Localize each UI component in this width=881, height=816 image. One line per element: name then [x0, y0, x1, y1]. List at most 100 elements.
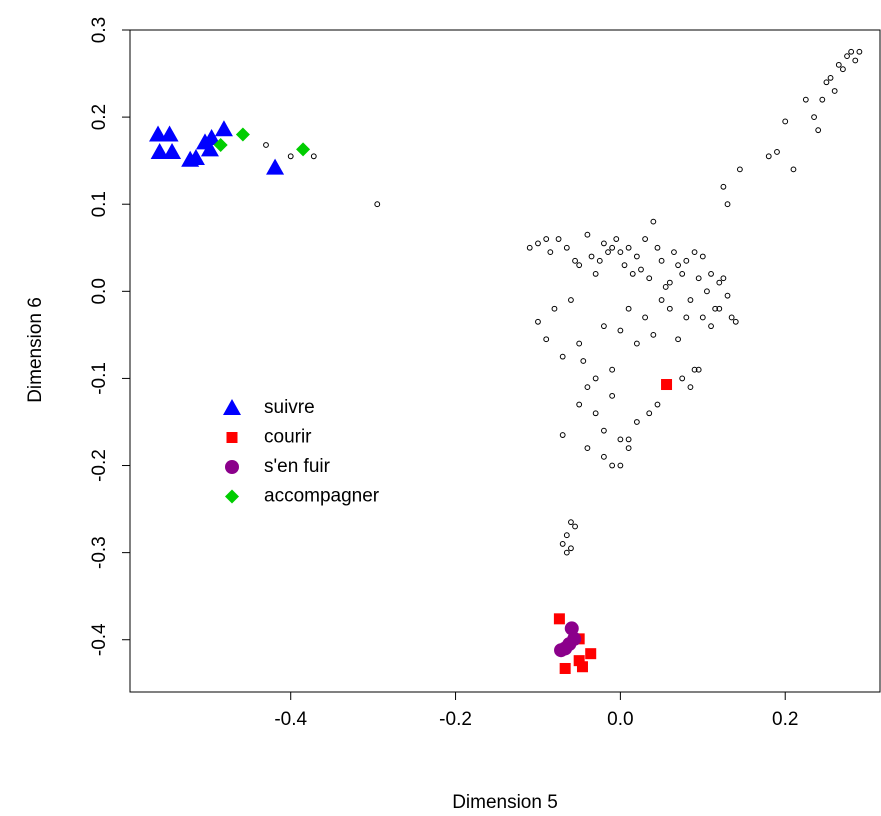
point — [543, 336, 550, 343]
point — [642, 314, 649, 321]
point — [650, 331, 657, 338]
legend-label: accompagner — [264, 486, 380, 507]
point — [840, 66, 846, 73]
point — [605, 249, 611, 256]
point — [580, 358, 587, 364]
legend-marker — [225, 460, 239, 474]
point — [679, 375, 686, 382]
point — [617, 249, 624, 256]
point — [563, 244, 570, 251]
point — [564, 621, 579, 636]
point — [592, 270, 599, 277]
point — [666, 279, 673, 286]
point — [811, 114, 817, 121]
point — [625, 436, 632, 443]
y-tick-label: 0.0 — [89, 278, 110, 304]
point — [827, 75, 834, 81]
point — [728, 314, 735, 321]
point — [679, 270, 686, 277]
point — [559, 662, 571, 674]
point — [584, 445, 591, 452]
point — [621, 262, 628, 269]
point — [720, 183, 727, 190]
point — [661, 379, 673, 391]
point — [287, 153, 294, 160]
point — [576, 661, 588, 673]
point — [214, 120, 233, 137]
point — [666, 305, 673, 312]
point — [642, 236, 649, 242]
point — [585, 648, 597, 660]
point — [559, 432, 566, 438]
point — [310, 153, 317, 160]
point — [547, 249, 554, 256]
point — [848, 48, 855, 55]
point — [687, 384, 694, 391]
point — [625, 305, 632, 312]
point — [852, 57, 859, 64]
point — [553, 613, 565, 625]
point — [163, 142, 182, 159]
point — [724, 201, 731, 208]
point — [708, 270, 714, 277]
y-tick-label: -0.2 — [89, 449, 110, 482]
point — [601, 323, 607, 330]
point — [609, 462, 616, 469]
point — [526, 244, 533, 251]
point — [815, 127, 822, 134]
y-axis-label: Dimension 6 — [25, 297, 46, 403]
point — [675, 336, 681, 343]
legend-marker — [225, 489, 239, 504]
point — [716, 279, 723, 286]
point — [568, 519, 574, 526]
point — [563, 549, 570, 556]
point — [601, 427, 607, 434]
point — [646, 410, 653, 417]
point — [654, 401, 661, 408]
point — [584, 231, 591, 238]
point — [596, 257, 603, 264]
point — [617, 327, 624, 334]
point — [844, 53, 850, 60]
point — [572, 523, 578, 530]
legend-marker — [223, 399, 241, 415]
point — [835, 61, 842, 68]
point — [782, 118, 789, 125]
point — [658, 297, 665, 303]
point — [200, 140, 219, 157]
point — [658, 257, 665, 264]
point — [683, 314, 690, 321]
x-axis-label: Dimension 5 — [452, 792, 558, 813]
point — [650, 218, 657, 225]
point — [160, 125, 179, 142]
x-tick-label: -0.4 — [274, 709, 307, 730]
point — [699, 253, 706, 260]
point — [609, 392, 616, 399]
y-tick-label: 0.3 — [89, 17, 110, 43]
point — [819, 96, 826, 103]
legend-label: s'en fuir — [264, 456, 331, 477]
point — [625, 244, 632, 251]
point — [712, 305, 719, 312]
point — [374, 201, 381, 208]
x-tick-label: 0.0 — [607, 709, 633, 730]
point — [695, 275, 702, 282]
point — [535, 240, 541, 247]
point — [551, 305, 558, 312]
y-tick-label: -0.1 — [89, 362, 110, 395]
point — [296, 142, 311, 157]
point — [831, 88, 838, 94]
point — [562, 637, 577, 652]
point — [572, 257, 578, 264]
point — [638, 266, 644, 273]
point — [592, 375, 599, 382]
point — [646, 275, 653, 282]
point — [774, 149, 780, 155]
point — [765, 153, 772, 160]
point — [559, 353, 566, 360]
point — [263, 142, 269, 148]
point — [671, 249, 677, 256]
point — [802, 96, 809, 103]
point — [576, 262, 583, 269]
